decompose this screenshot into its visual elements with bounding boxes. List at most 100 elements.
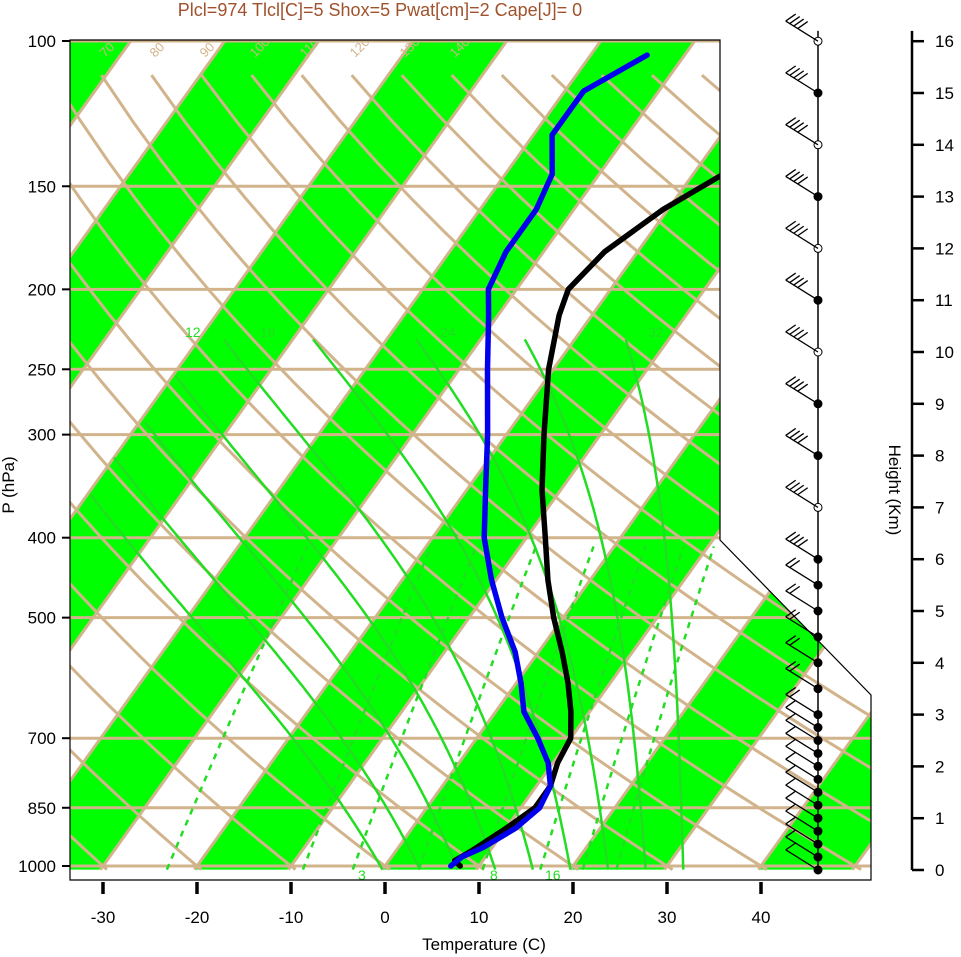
wind-barb-feather xyxy=(785,220,797,229)
mixing-ratio-lines xyxy=(165,545,715,871)
x-tick-label: -20 xyxy=(185,908,210,927)
dry-adiabat-line xyxy=(100,74,871,871)
mixing-ratio-line xyxy=(615,546,715,870)
dry-adiabat-line xyxy=(70,74,485,871)
dry-adiabat-label: 30 xyxy=(840,646,861,667)
wind-barb-shaft xyxy=(785,227,819,249)
wind-barb-shaft xyxy=(785,616,819,638)
mixing-ratio-line xyxy=(301,546,433,871)
wind-barb-feather xyxy=(793,484,805,493)
wind-barb-feather xyxy=(785,557,797,566)
height-tick-label: 3 xyxy=(935,706,944,725)
dry-adiabat-line xyxy=(70,74,768,871)
chart-title: Plcl=974 Tlcl[C]=5 Shox=5 Pwat[cm]=2 Cap… xyxy=(178,0,582,20)
wind-barb-feather xyxy=(797,280,809,289)
temperature-axis: -30 -20 -10 0 10 20 30 40 xyxy=(91,882,770,927)
pressure-tick-label: 100 xyxy=(28,32,56,51)
height-tick-label: 16 xyxy=(935,32,954,51)
dry-adiabat-line xyxy=(70,74,871,871)
mixing-ratio-line xyxy=(539,546,647,870)
wind-barb-shaft xyxy=(785,823,819,845)
wind-barb-feather xyxy=(797,228,809,237)
wind-barb-shaft xyxy=(785,836,819,858)
moist-adiabat-line xyxy=(144,421,459,871)
dry-adiabat-label: 10 xyxy=(720,341,741,362)
green-band xyxy=(758,41,871,870)
height-tick-label: 0 xyxy=(935,861,944,880)
dry-adiabat-line xyxy=(150,74,871,871)
wind-barb-feather xyxy=(789,67,801,76)
dry-adiabat-label: 20 xyxy=(720,231,741,252)
wind-barb-shaft xyxy=(785,797,819,819)
wind-barb-feather xyxy=(785,751,797,760)
wind-barb-feather xyxy=(793,18,805,27)
isotherm-line xyxy=(70,40,320,871)
wind-barb-feather xyxy=(785,13,797,22)
wind-barb-feather xyxy=(789,585,801,594)
wind-barb-feather xyxy=(785,635,797,644)
wind-barb-feather xyxy=(785,65,797,74)
wind-barb-feather xyxy=(785,686,797,695)
isotherm-line xyxy=(757,40,871,871)
isotherm-line xyxy=(946,41,961,870)
wind-barb-feather xyxy=(785,777,797,786)
mixing-ratio-label: 16 xyxy=(545,867,561,883)
wind-barb-feather xyxy=(785,699,797,708)
wind-barb-shaft xyxy=(785,72,819,94)
isotherm-line xyxy=(99,40,696,871)
wind-barbs xyxy=(785,13,823,875)
wind-barb-feather xyxy=(797,383,809,392)
mixing-ratio-label: 32 xyxy=(648,324,664,340)
x-tick-label: 10 xyxy=(470,908,489,927)
wind-barb-shaft xyxy=(785,745,819,767)
wind-barb-feather xyxy=(785,712,797,721)
pressure-tick-label: 850 xyxy=(28,799,56,818)
wind-barb-feather xyxy=(789,611,801,620)
x-tick-label: -10 xyxy=(279,908,304,927)
y2-axis-label: Height (Km) xyxy=(885,445,904,536)
green-band xyxy=(70,41,507,870)
wind-barb-feather xyxy=(785,583,797,592)
height-tick-label: 12 xyxy=(935,239,954,258)
pressure-axis: 100 150 200 250 300 400 500 700 850 1000 xyxy=(18,32,70,876)
height-tick-label: 14 xyxy=(935,136,954,155)
wind-barb-shaft xyxy=(785,706,819,729)
wind-barb-feather xyxy=(785,117,797,126)
moist-adiabat-line xyxy=(523,338,647,870)
x-tick-label: 20 xyxy=(564,908,583,927)
dry-adiabat-line xyxy=(70,74,391,871)
isotherm-label: 80 xyxy=(147,39,168,60)
wind-barb-shaft xyxy=(785,434,819,457)
pressure-tick-label: 300 xyxy=(28,426,56,445)
wind-barb-feather xyxy=(785,829,797,838)
isotherm-line xyxy=(663,40,871,871)
wind-barb-feather xyxy=(785,661,797,670)
wind-barb-shaft xyxy=(785,124,819,146)
dry-adiabat-line xyxy=(70,74,203,871)
x-tick-label: 0 xyxy=(380,908,389,927)
mixing-ratio-line xyxy=(351,546,478,871)
height-tick-label: 13 xyxy=(935,188,954,207)
moist-adiabat-line xyxy=(624,339,685,870)
wind-barb-feather xyxy=(789,430,801,439)
moist-adiabat-line xyxy=(175,375,497,870)
wind-barb-feather xyxy=(789,559,801,568)
wind-barb-shaft xyxy=(785,564,819,586)
wind-barb-feather xyxy=(793,277,805,286)
wind-barb-feather xyxy=(789,171,801,180)
wind-barb-feather xyxy=(785,376,797,385)
moist-adiabat-line xyxy=(415,338,610,870)
isobar-lines xyxy=(70,40,871,868)
isotherm-line xyxy=(381,40,871,871)
wind-barb-feather xyxy=(785,738,797,747)
isotherm-line xyxy=(70,40,508,871)
wind-barb-shaft xyxy=(785,810,819,832)
wind-barb-feather xyxy=(797,331,809,340)
pressure-tick-label: 700 xyxy=(28,729,56,748)
dry-adiabat-label: 30 xyxy=(720,121,741,142)
dry-adiabat-line xyxy=(350,74,871,871)
green-band xyxy=(946,41,961,870)
dewpoint-profile xyxy=(448,52,650,869)
wind-barb-feather xyxy=(797,539,809,548)
